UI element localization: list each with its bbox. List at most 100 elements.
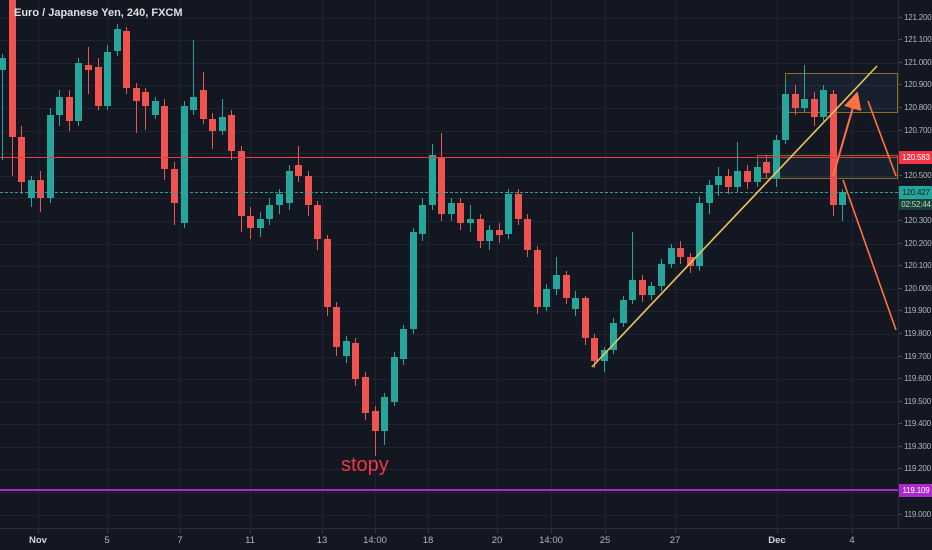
time-axis-label: 14:00 <box>363 535 387 546</box>
price-label-text: 119.400 <box>904 419 931 429</box>
candle-body <box>438 157 446 215</box>
price-tick <box>899 39 902 41</box>
price-tick <box>899 219 902 221</box>
price-label-text: 119.600 <box>904 374 931 384</box>
candle-body <box>533 250 541 307</box>
candle-body <box>629 279 637 300</box>
candle-body <box>65 96 73 122</box>
price-tick <box>899 287 902 289</box>
candle-wick <box>221 98 223 135</box>
projection-line-2[interactable] <box>842 179 897 331</box>
candle-body <box>810 98 818 117</box>
price-grid-line <box>0 492 898 493</box>
candle-body <box>772 139 780 178</box>
time-axis-label: 11 <box>245 535 255 546</box>
candle-body <box>361 376 369 413</box>
time-axis[interactable]: Nov 5 7 11 13 14:00 18 20 14:00 25 27 Dec 4 <box>0 528 932 550</box>
price-tick <box>899 332 902 334</box>
time-grid-line <box>375 0 376 528</box>
stop-annotation[interactable]: stopy <box>341 454 389 476</box>
price-label-text: 120.300 <box>904 215 932 225</box>
alert-line[interactable] <box>0 156 898 158</box>
candle-body <box>638 279 646 296</box>
candle-body <box>37 180 45 199</box>
candle-wick <box>2 53 3 160</box>
price-tick <box>899 61 902 63</box>
time-tick <box>551 529 552 533</box>
chart-plot-area[interactable]: Euro / Japanese Yen, 240, FXCM stopy <box>0 0 898 528</box>
price-tick <box>899 513 902 515</box>
price-axis-label: 119.900 <box>899 306 932 315</box>
candle-wick <box>470 205 471 233</box>
price-axis[interactable]: 121.200 121.100 121.000 120.900 120.800 120.7… <box>898 0 932 528</box>
price-grid-line <box>0 333 898 335</box>
time-tick <box>605 529 606 533</box>
candle-body <box>151 101 159 115</box>
price-label-text: 121.100 <box>904 35 932 45</box>
current-price-line[interactable] <box>0 191 898 193</box>
price-grid-line <box>0 198 898 200</box>
candle-body <box>457 202 465 224</box>
drawing-overlay <box>591 65 897 368</box>
price-grid-line <box>0 514 898 516</box>
time-tick <box>375 529 376 533</box>
price-label-text: 119.300 <box>904 441 931 451</box>
candle-body <box>285 171 293 203</box>
price-tick <box>899 355 902 357</box>
candle-body <box>648 286 656 296</box>
time-grid-line <box>250 0 251 528</box>
price-label-text: 120.500 <box>904 170 932 180</box>
price-grid-line <box>0 446 898 448</box>
candle-body <box>75 62 83 122</box>
bar-countdown-badge: 02:52:44 <box>899 198 932 210</box>
price-label-text: 120.000 <box>904 283 932 293</box>
time-axis-label: 18 <box>422 535 434 546</box>
time-grid-line <box>605 0 606 528</box>
candle-body <box>428 155 436 206</box>
candle-body <box>161 105 169 169</box>
time-tick <box>777 529 778 533</box>
candle-body <box>753 166 761 183</box>
candle-body <box>352 342 360 379</box>
price-axis-label: 120.700 <box>899 126 932 135</box>
price-grid-line <box>0 62 898 64</box>
price-label-text: 121.200 <box>904 12 932 22</box>
price-tick <box>899 400 902 402</box>
candle-wick <box>135 83 137 133</box>
candle-body <box>113 28 121 52</box>
candle-body <box>123 31 131 88</box>
candle-body <box>381 397 388 431</box>
candle-body <box>600 349 608 361</box>
price-tick <box>899 174 902 176</box>
price-axis-label: 119.600 <box>899 374 932 383</box>
price-label-text: 119.900 <box>904 306 931 316</box>
time-grid-line <box>551 0 552 528</box>
time-axis-label: 5 <box>104 535 110 546</box>
price-axis-label: 120.200 <box>899 239 932 248</box>
price-grid-line <box>0 153 898 155</box>
candle-body <box>696 202 704 267</box>
time-grid-line <box>322 0 323 528</box>
price-grid-line <box>0 220 898 222</box>
candle-wick <box>298 146 300 183</box>
time-grid-line <box>675 0 676 528</box>
time-tick <box>38 529 39 533</box>
candle-body <box>724 175 732 187</box>
candle-body <box>572 297 579 309</box>
time-axis-label: 27 <box>669 535 681 546</box>
candle-body <box>505 193 513 235</box>
price-axis-label: 120.800 <box>899 103 932 112</box>
price-tick <box>899 107 902 108</box>
price-label-text: 119.200 <box>904 464 931 474</box>
candle-body <box>552 275 560 289</box>
candle-body <box>209 119 217 131</box>
candle-body <box>476 218 484 242</box>
candle-body <box>839 191 847 206</box>
price-label-text: 121.000 <box>904 57 932 67</box>
purple-level-line[interactable] <box>0 489 898 491</box>
candle-body <box>333 306 341 348</box>
symbol-title: Euro / Japanese Yen, 240, FXCM <box>14 7 183 19</box>
price-tick <box>899 310 902 312</box>
price-tick <box>899 445 902 447</box>
price-label-text: 120.900 <box>904 80 932 90</box>
